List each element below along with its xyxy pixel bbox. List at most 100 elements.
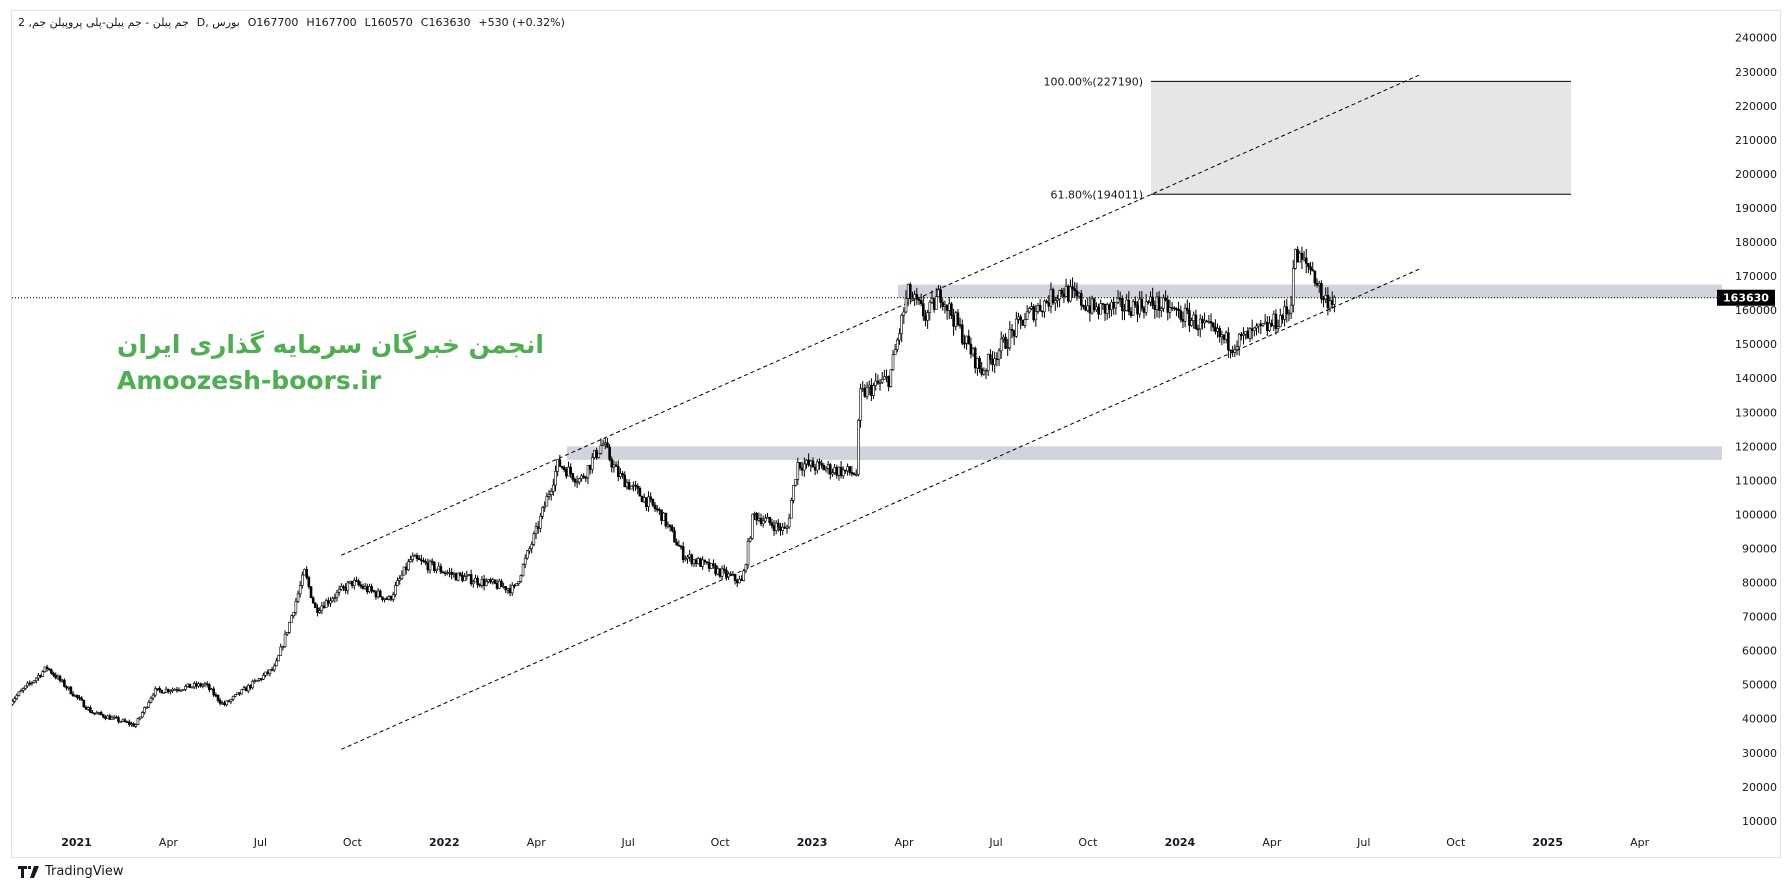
candle-body xyxy=(896,339,899,350)
candle-body xyxy=(699,558,702,567)
candle-body xyxy=(218,700,222,704)
candle-body xyxy=(1328,300,1332,309)
candle-body xyxy=(867,384,871,388)
candle-body xyxy=(705,561,709,564)
candle-body xyxy=(56,675,60,679)
candle-body xyxy=(991,358,994,366)
candle-body xyxy=(725,569,728,578)
candle-body xyxy=(173,688,177,691)
candle-body xyxy=(413,555,417,557)
x-tick-label: Oct xyxy=(1078,836,1098,849)
candle-body xyxy=(547,494,551,497)
y-tick-label: 30000 xyxy=(1742,747,1777,760)
candle-body xyxy=(1043,300,1046,313)
candle-body xyxy=(887,376,890,387)
candle-body xyxy=(1172,307,1176,310)
candle-body xyxy=(279,646,283,656)
candle-body xyxy=(225,700,228,706)
candle-body xyxy=(831,472,834,475)
candle-body xyxy=(352,580,356,586)
candle-body xyxy=(688,554,691,558)
candle-body xyxy=(668,524,672,528)
candle-body xyxy=(779,526,782,531)
candle-body xyxy=(147,701,151,708)
candle-body xyxy=(1181,319,1185,322)
last-price-label: 163630 xyxy=(1723,292,1769,305)
candle-body xyxy=(986,354,990,371)
candle-body xyxy=(960,324,964,344)
candle-body xyxy=(1062,293,1066,297)
candle-body xyxy=(1235,346,1239,350)
candle-body xyxy=(171,689,174,692)
candle-body xyxy=(1326,295,1330,309)
candle-body xyxy=(911,298,914,300)
candle-body xyxy=(653,504,657,510)
candle-body xyxy=(348,580,352,584)
candle-body xyxy=(236,692,239,695)
candle-body xyxy=(1209,321,1213,324)
candle-body xyxy=(1075,290,1079,297)
candle-body xyxy=(913,294,916,299)
candle-body xyxy=(595,450,598,458)
candle-body xyxy=(774,522,778,531)
candle-body xyxy=(97,712,101,714)
candle-body xyxy=(623,474,627,488)
candle-body xyxy=(995,358,999,361)
candle-body xyxy=(792,484,795,501)
candle-body xyxy=(110,717,114,720)
candle-body xyxy=(504,586,508,591)
candle-body xyxy=(543,505,546,508)
candle-body xyxy=(675,541,678,546)
candle-body xyxy=(1095,306,1098,311)
candle-body xyxy=(199,683,202,687)
candle-body xyxy=(1058,290,1061,300)
candle-body xyxy=(709,563,713,569)
candle-body xyxy=(1272,313,1276,327)
candle-body xyxy=(722,568,726,571)
candle-body xyxy=(1315,282,1319,286)
candle-body xyxy=(320,605,324,611)
candle-body xyxy=(584,477,588,479)
candle-body xyxy=(1006,347,1009,349)
candle-body xyxy=(1309,266,1312,271)
y-tick-label: 80000 xyxy=(1742,577,1777,590)
candle-body xyxy=(1079,292,1083,306)
candle-body xyxy=(138,716,142,719)
candle-body xyxy=(93,712,96,715)
tradingview-logo-icon xyxy=(18,865,39,878)
candle-body xyxy=(1036,304,1040,312)
candle-body xyxy=(145,706,148,709)
candle-body xyxy=(1086,305,1090,311)
candle-body xyxy=(134,724,138,727)
legend-symbol[interactable]: 2 ,جم پیلن - جم پیلن-پلی پروپیلن جم xyxy=(18,16,189,29)
tradingview-brand[interactable]: TradingView xyxy=(18,864,124,879)
candle-body xyxy=(454,573,458,581)
legend-open: O167700 xyxy=(247,16,299,29)
candle-body xyxy=(63,679,66,687)
candle-body xyxy=(58,675,62,681)
candle-body xyxy=(329,600,332,604)
candle-body xyxy=(9,702,11,705)
legend-interval: D, بورس xyxy=(196,16,240,29)
candle-body xyxy=(634,484,637,487)
candle-body xyxy=(926,312,929,321)
candle-body xyxy=(387,596,391,600)
candle-body xyxy=(770,522,774,526)
candle-body xyxy=(822,465,826,471)
candle-body xyxy=(857,419,860,475)
candle-body xyxy=(965,335,968,344)
y-tick-label: 170000 xyxy=(1735,270,1777,283)
candle-body xyxy=(976,358,979,369)
candle-body xyxy=(1144,301,1148,313)
candle-body xyxy=(50,669,53,674)
candle-body xyxy=(759,518,763,525)
candle-body xyxy=(1019,316,1022,321)
candle-body xyxy=(195,683,198,687)
candle-body xyxy=(1112,301,1115,309)
candle-body xyxy=(331,598,334,602)
candle-body xyxy=(78,697,81,699)
candle-body xyxy=(885,376,888,378)
candle-body xyxy=(1320,283,1323,300)
candle-body xyxy=(370,586,373,591)
